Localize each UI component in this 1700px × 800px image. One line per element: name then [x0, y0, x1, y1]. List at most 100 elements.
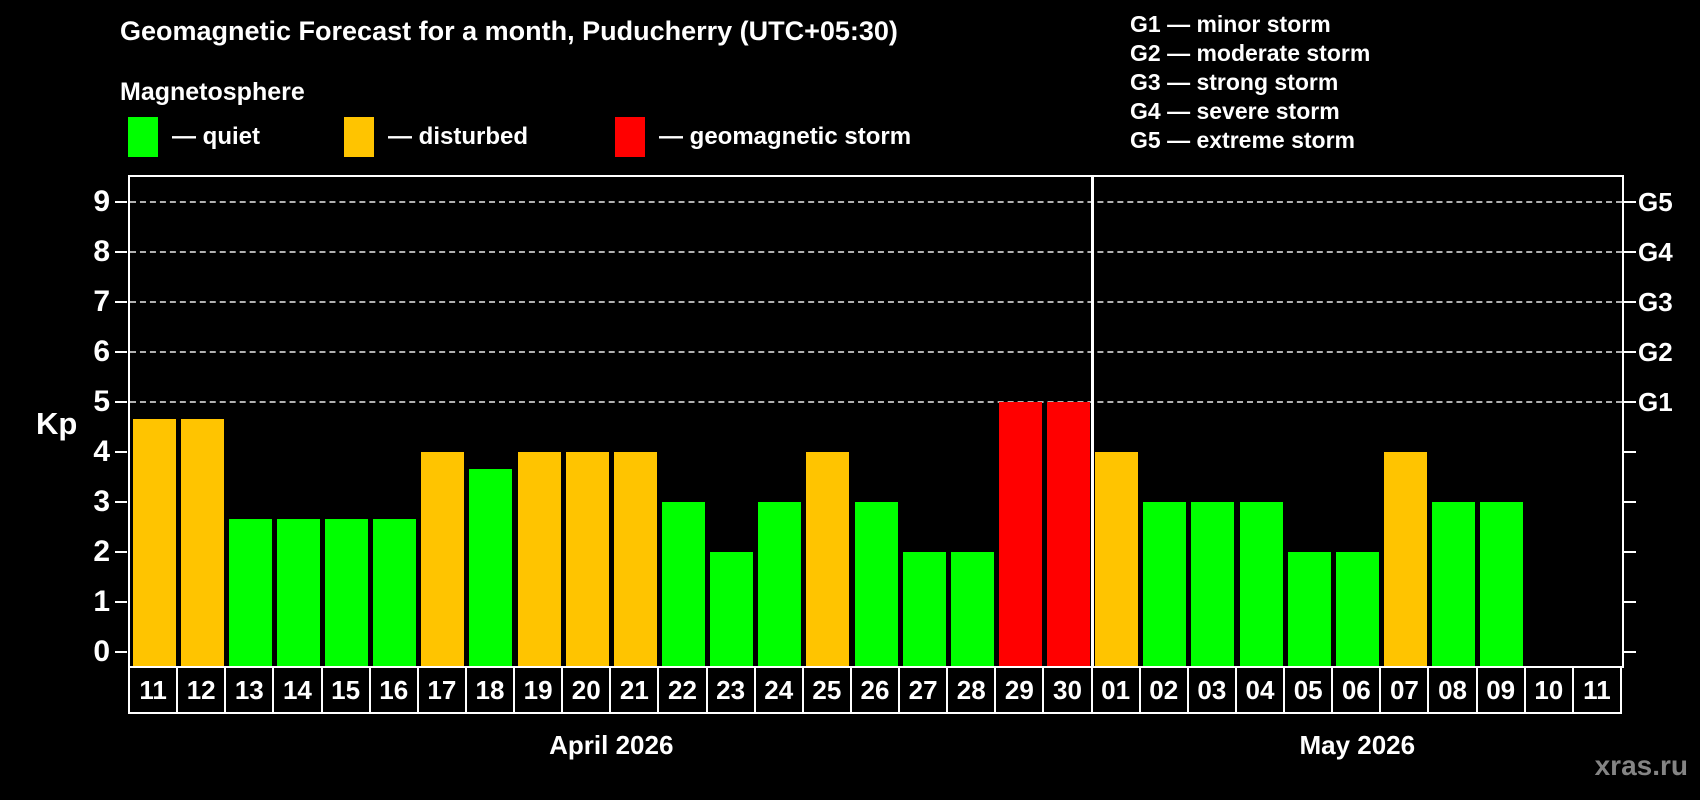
- day-label-cell: 11: [1571, 666, 1622, 714]
- g-axis-label-g1: G1: [1638, 387, 1673, 417]
- day-label-cell: 09: [1475, 666, 1526, 714]
- y-tick-label: 9: [93, 185, 110, 218]
- g3-legend-line: G3 — strong storm: [1130, 69, 1339, 95]
- kp-bar-day-30: [1047, 402, 1091, 666]
- kp-bar-day-29: [998, 402, 1042, 666]
- y-tick-label: 8: [93, 235, 110, 268]
- plot-area: 0 1 2 3 4 5 6 7 8 9 G1 G2 G3 G4 G5: [93, 177, 1673, 668]
- day-label-cell: 08: [1427, 666, 1478, 714]
- y-tick-label: 3: [93, 485, 110, 518]
- kp-bar-day-07: [1383, 452, 1427, 666]
- kp-bar-day-28: [950, 552, 994, 666]
- gridline-kp7: [130, 301, 1622, 303]
- day-label-cell: 24: [753, 666, 804, 714]
- y-tick-right: [1624, 351, 1636, 353]
- kp-bar-day-13: [228, 518, 272, 666]
- y-tick-right: [1624, 601, 1636, 603]
- kp-bar-chart: 0 1 2 3 4 5 6 7 8 9 G1 G2 G3 G4 G5: [93, 175, 1673, 668]
- kp-bar-day-21: [613, 452, 657, 666]
- kp-bar-day-12: [180, 418, 224, 666]
- month-separator-line: [1091, 177, 1095, 666]
- day-label-cell: 27: [898, 666, 949, 714]
- kp-bar-day-17: [421, 452, 465, 666]
- y-tick-label: 6: [93, 335, 110, 368]
- y-axis-title: Kp: [36, 406, 78, 441]
- kp-bar-day-25: [806, 452, 850, 666]
- day-label-cell: 21: [609, 666, 660, 714]
- day-label-cell: 19: [513, 666, 564, 714]
- kp-bar-day-16: [373, 518, 417, 666]
- g4-legend-line: G4 — severe storm: [1130, 98, 1340, 124]
- day-label-cell: 30: [1042, 666, 1093, 714]
- legend-item-label: — quiet: [172, 123, 260, 150]
- y-tick-left: [115, 601, 127, 603]
- status-legend: — quiet — disturbed — geomagnetic storm: [120, 116, 1020, 158]
- kp-bar-day-18: [469, 468, 513, 666]
- kp-bar-day-05: [1287, 552, 1331, 666]
- g-axis-label-g4: G4: [1638, 237, 1673, 267]
- legend-item-quiet: — quiet: [128, 116, 260, 158]
- day-label-cell: 01: [1090, 666, 1141, 714]
- day-label-cell: 13: [224, 666, 275, 714]
- legend-item-storm: — geomagnetic storm: [615, 116, 911, 158]
- day-label-cell: 23: [705, 666, 756, 714]
- day-label-cell: 17: [416, 666, 467, 714]
- y-tick-left: [115, 651, 127, 653]
- y-tick-right: [1624, 301, 1636, 303]
- day-label-cell: 22: [657, 666, 708, 714]
- gridline-kp5: [130, 401, 1622, 403]
- month-axis: April 2026 May 2026: [0, 730, 1700, 766]
- g1-legend-line: G1 — minor storm: [1130, 11, 1331, 37]
- kp-bar-day-27: [902, 552, 946, 666]
- gridline-kp6: [130, 351, 1622, 353]
- kp-bar-day-26: [854, 502, 898, 666]
- day-label-cell: 12: [176, 666, 227, 714]
- y-tick-label: 2: [93, 535, 110, 568]
- day-axis: 11 12 13 14 15 16 17 18 19 20 21 22 23 24 25 26 27 28 29 30…: [128, 666, 1628, 714]
- kp-bar-day-04: [1239, 502, 1283, 666]
- day-label-cell: 11: [128, 666, 179, 714]
- y-tick-left: [115, 501, 127, 503]
- day-label-cell: 28: [946, 666, 997, 714]
- gridline-kp9: [130, 201, 1622, 203]
- y-tick-left: [115, 451, 127, 453]
- gridline-kp8: [130, 251, 1622, 253]
- y-tick-right: [1624, 451, 1636, 453]
- kp-bar-day-09: [1480, 502, 1524, 666]
- y-tick-left: [115, 251, 127, 253]
- y-tick-right: [1624, 551, 1636, 553]
- kp-bar-day-24: [758, 502, 802, 666]
- day-label-cell: 18: [464, 666, 516, 714]
- day-label-cell: 02: [1138, 666, 1189, 714]
- day-label-cell: 26: [849, 666, 901, 714]
- day-label-cell: 20: [561, 666, 612, 714]
- y-tick-right: [1624, 201, 1636, 203]
- kp-bar-day-14: [276, 518, 320, 666]
- y-tick-label: 1: [93, 585, 110, 618]
- legend-item-label: — geomagnetic storm: [659, 123, 912, 150]
- legend-item-label: — disturbed: [388, 123, 529, 150]
- y-tick-left: [115, 301, 127, 303]
- day-label-cell: 14: [272, 666, 323, 714]
- day-label-cell: 07: [1379, 666, 1430, 714]
- day-label-cell: 10: [1523, 666, 1574, 714]
- kp-bar-day-22: [661, 502, 705, 666]
- watermark: xras.ru: [1594, 750, 1688, 781]
- y-tick-left: [115, 201, 127, 203]
- chart-title: Geomagnetic Forecast for a month, Puduch…: [120, 16, 898, 46]
- disturbed-swatch-icon: [344, 117, 374, 157]
- day-label-cell: 16: [368, 666, 419, 714]
- y-tick-label: 7: [93, 285, 110, 318]
- y-tick-label: 5: [93, 385, 110, 418]
- kp-bar-day-03: [1191, 502, 1235, 666]
- month-label-1: May 2026: [1299, 730, 1416, 760]
- y-tick-label: 4: [93, 435, 110, 468]
- day-label-cell: 05: [1283, 666, 1334, 714]
- g-axis-label-g3: G3: [1638, 287, 1673, 317]
- day-label-cell: 29: [994, 666, 1045, 714]
- g2-legend-line: G2 — moderate storm: [1130, 40, 1371, 66]
- day-label-cell: 25: [801, 666, 852, 714]
- y-tick-right: [1624, 251, 1636, 253]
- day-label-cell: 06: [1331, 666, 1382, 714]
